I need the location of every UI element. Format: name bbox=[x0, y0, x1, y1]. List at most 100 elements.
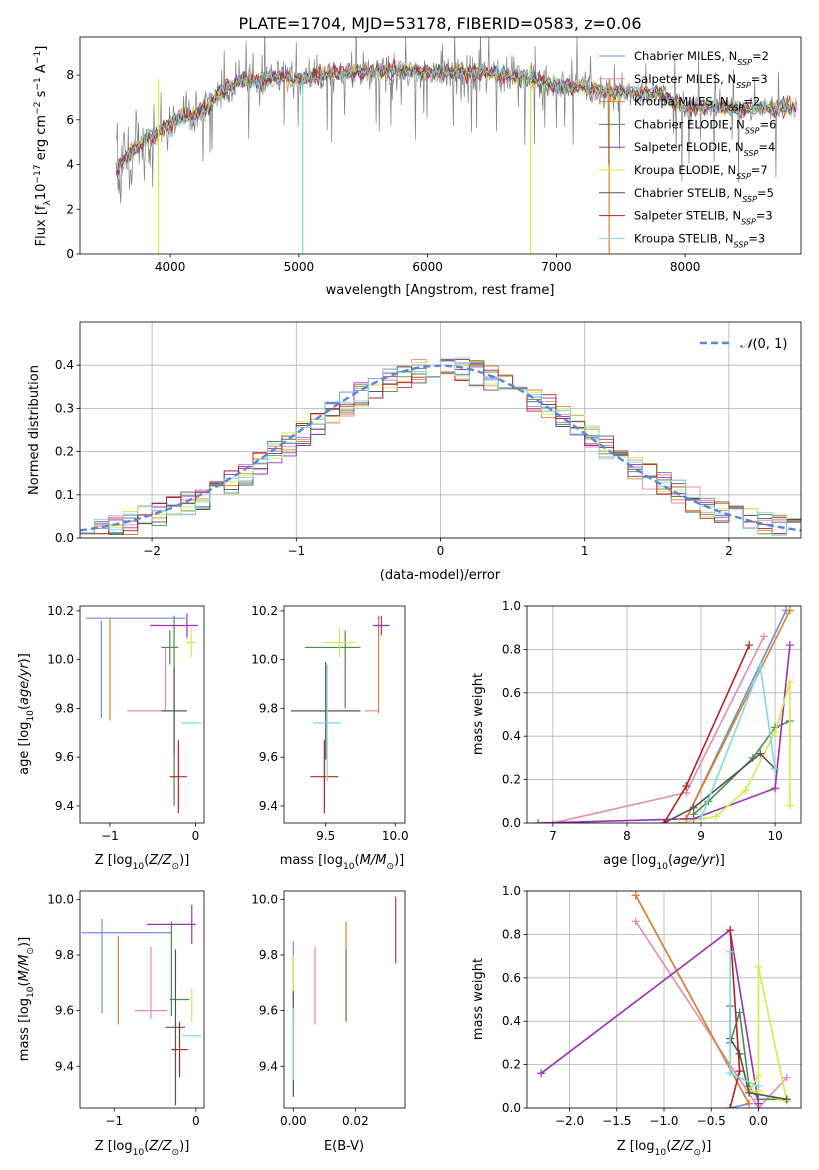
legend-text: Chabrier ELODIE, N bbox=[634, 117, 745, 131]
plus-marker bbox=[754, 962, 763, 971]
y-tick-label: 0.0 bbox=[55, 531, 74, 545]
x-tick-label: −2.0 bbox=[555, 1114, 584, 1128]
plus-marker bbox=[631, 891, 640, 900]
label-part: (0, 1) bbox=[752, 337, 787, 352]
legend-label: Salpeter MILES, NSSP=3 bbox=[634, 72, 768, 90]
label-part: ⊙ bbox=[386, 862, 394, 872]
label-part: )] bbox=[179, 1139, 189, 1154]
legend-text: Salpeter STELIB, N bbox=[634, 209, 741, 223]
x-tick-label: 7000 bbox=[541, 260, 572, 274]
plus-marker bbox=[534, 819, 543, 823]
legend-sub: SSP bbox=[729, 103, 744, 112]
axes-frame bbox=[283, 605, 406, 824]
plus-marker bbox=[674, 819, 683, 823]
legend-sub: SSP bbox=[745, 126, 760, 135]
plus-marker bbox=[745, 1088, 754, 1097]
label-part: −2 bbox=[33, 102, 43, 115]
series-line bbox=[538, 645, 791, 823]
label-part: M/M bbox=[17, 955, 32, 982]
plus-marker bbox=[711, 812, 720, 821]
legend-sub: SSP bbox=[734, 240, 749, 249]
legend-count: =2 bbox=[743, 95, 760, 109]
axes-age_vs_Z: −1 09.49.69.810.010.2Z [log10(Z/Z⊙)]age [… bbox=[17, 604, 205, 872]
y-axis-label: Normed distribution bbox=[27, 365, 42, 495]
series-line bbox=[552, 636, 765, 823]
plus-marker bbox=[771, 727, 780, 736]
y-axis-label: age [log10(age/yr)] bbox=[17, 653, 36, 775]
plot-area bbox=[292, 896, 397, 1097]
label-part: ( bbox=[666, 1139, 671, 1154]
plus-marker bbox=[754, 1099, 763, 1108]
x-axis-label: age [log10(age/yr)] bbox=[603, 853, 725, 872]
x-tick-label: 6000 bbox=[412, 260, 443, 274]
legend-sub: SSP bbox=[737, 58, 752, 67]
plus-marker bbox=[735, 1067, 744, 1076]
x-tick-label: 0.00 bbox=[280, 1114, 307, 1128]
x-tick-label: 0 bbox=[437, 544, 445, 558]
label-part: ( bbox=[668, 853, 673, 868]
label-part: )] bbox=[179, 853, 189, 868]
x-axis-label: Z [log10(Z/Z⊙)] bbox=[95, 853, 190, 872]
histogram-step bbox=[80, 358, 801, 536]
plus-marker bbox=[726, 947, 735, 956]
x-tick-label: 10.0 bbox=[382, 829, 409, 843]
series-line bbox=[540, 928, 760, 1104]
plus-marker bbox=[785, 641, 794, 650]
axes-spectrum: 4000 5000 6000 7000 8000 0 2 4 6 8 Chabrier MILES,… bbox=[33, 36, 802, 298]
x-tick-label: 0.0 bbox=[749, 1114, 768, 1128]
axes-age_vs_mass: 9.5 10.0 9.4 9.6 9.8 10.0 10.2 mass [log10(M/M⊙… bbox=[251, 604, 408, 872]
label-part: 10 bbox=[26, 710, 36, 722]
label-part: Z [log bbox=[95, 853, 133, 868]
series-line bbox=[685, 609, 791, 820]
legend-label: Kroupa MILES, NSSP=2 bbox=[634, 95, 760, 113]
legend-count: =4 bbox=[758, 140, 775, 154]
legend-label: Kroupa ELODIE, NSSP=7 bbox=[634, 163, 768, 181]
plus-marker bbox=[771, 784, 780, 793]
x-axis-label: mass [log10(M/M⊙)] bbox=[280, 853, 404, 872]
y-tick-label: 10.0 bbox=[47, 892, 74, 906]
y-tick-label: 0.4 bbox=[502, 1014, 521, 1028]
y-tick-label: 0.8 bbox=[502, 642, 521, 656]
plus-marker bbox=[785, 606, 794, 615]
label-part: Flux [f bbox=[34, 205, 49, 246]
plot-area bbox=[534, 606, 794, 823]
series-line bbox=[663, 752, 776, 823]
y-tick-label: 9.6 bbox=[55, 1004, 74, 1018]
legend-count: =3 bbox=[756, 209, 773, 223]
plus-marker bbox=[660, 819, 668, 823]
label-part: −17 bbox=[33, 164, 43, 183]
label-part: erg cm bbox=[34, 115, 49, 164]
label-part: ( bbox=[17, 981, 32, 986]
plus-marker bbox=[735, 1049, 744, 1058]
y-axis-label: Flux [fλ10−17 erg cm−2 s−1 A−1] bbox=[33, 46, 53, 247]
plus-marker bbox=[735, 1008, 744, 1017]
plot-area bbox=[115, 37, 798, 254]
legend-text: Kroupa MILES, N bbox=[634, 95, 729, 109]
y-tick-label: 9.6 bbox=[55, 750, 74, 764]
x-axis-label: Z [log10(Z/Z⊙)] bbox=[95, 1139, 190, 1158]
x-tick-label: −2 bbox=[143, 544, 161, 558]
y-tick-label: 9.4 bbox=[259, 1059, 278, 1073]
axes-residual_distribution: −2 −1 0 1 2 0.0 0.1 0.2 0.3 0.4 𝒩(0, 1) (data-model… bbox=[27, 321, 802, 583]
plot-area bbox=[81, 904, 202, 1106]
label-part: ( bbox=[144, 853, 149, 868]
y-tick-label: 8 bbox=[66, 68, 74, 82]
legend-sub: SSP bbox=[742, 194, 757, 203]
x-tick-label: 0.02 bbox=[342, 1114, 369, 1128]
label-part: )] bbox=[701, 1139, 711, 1154]
y-tick-label: 0.2 bbox=[502, 773, 521, 787]
y-tick-label: 0.8 bbox=[502, 927, 521, 941]
y-tick-label: 9.6 bbox=[259, 1004, 278, 1018]
plus-marker bbox=[537, 1069, 546, 1078]
plus-marker bbox=[754, 1071, 763, 1080]
y-tick-label: 9.4 bbox=[55, 799, 74, 813]
plus-marker bbox=[745, 1099, 754, 1108]
y-tick-label: 0.4 bbox=[502, 729, 521, 743]
series-line bbox=[678, 681, 791, 823]
y-tick-label: 10.2 bbox=[251, 604, 278, 618]
x-tick-label: 7 bbox=[549, 829, 557, 843]
x-tick-label: 0 bbox=[192, 1114, 200, 1128]
axes-frame bbox=[526, 605, 802, 824]
y-axis-label: mass weight bbox=[471, 958, 486, 1040]
